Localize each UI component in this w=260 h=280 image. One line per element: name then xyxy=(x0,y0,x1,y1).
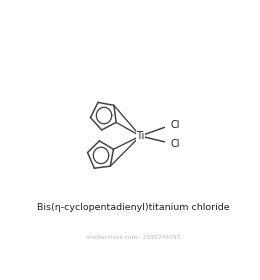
Text: Cl: Cl xyxy=(171,120,180,130)
Text: Bis(η-cyclopentadienyl)titanium chloride: Bis(η-cyclopentadienyl)titanium chloride xyxy=(37,203,230,212)
Text: Ti: Ti xyxy=(136,131,145,141)
Text: Cl: Cl xyxy=(171,139,180,149)
Text: shutterstock.com · 2592744595: shutterstock.com · 2592744595 xyxy=(86,235,180,240)
